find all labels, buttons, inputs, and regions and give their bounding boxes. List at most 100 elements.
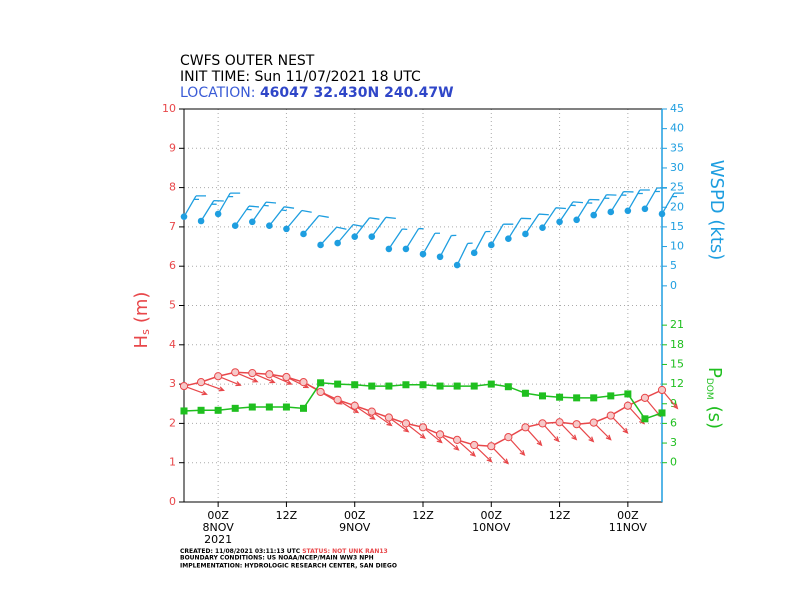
y-tick-label: 8 [169, 181, 176, 194]
period-marker [402, 381, 410, 389]
wave-height-marker [231, 368, 240, 377]
wind-barb [200, 200, 224, 222]
wind-dot [266, 222, 273, 230]
period-marker [197, 406, 205, 414]
wave-height-marker [333, 395, 342, 404]
y-tick-label: 0 [169, 495, 176, 508]
y-tick-label: 10 [162, 102, 176, 115]
period-marker [539, 392, 546, 400]
x-tick-date: 11NOV [609, 521, 648, 534]
chart-title: CWFS OUTER NEST [180, 53, 315, 69]
x-tick-year: 2021 [204, 533, 232, 546]
wave-height-marker [504, 433, 513, 442]
wave-height-marker [657, 385, 667, 395]
y3-tick-label: 0 [670, 279, 677, 292]
y-tick-label: 4 [169, 338, 176, 351]
x-tick-date: 9NOV [339, 521, 371, 534]
y2-axis-label: PDOM (s) [704, 367, 725, 429]
y-tick-label: 7 [169, 220, 176, 233]
footer-created: CREATED: 11/08/2021 03:11:13 UTC STATUS:… [180, 548, 388, 555]
y2-label-unit: (s) [704, 406, 725, 429]
wave-height-marker [265, 370, 274, 379]
wave-height-marker [196, 378, 206, 387]
wind-dot [231, 222, 239, 230]
wind-barb [576, 198, 600, 221]
wind-barb [610, 190, 634, 213]
x-tick-label: 00Z [207, 509, 229, 522]
y-tick-label: 1 [169, 456, 176, 469]
wind-barb [371, 216, 396, 238]
wave-height-marker [521, 423, 530, 432]
x-tick-date: 10NOV [472, 521, 511, 534]
wave-height-marker [384, 413, 393, 422]
wave-height-marker [470, 440, 479, 450]
period-marker [180, 407, 188, 415]
y2-tick-label: 12 [670, 377, 684, 390]
wind-barb [354, 217, 380, 238]
period-marker [658, 409, 666, 417]
wind-dot [351, 233, 359, 241]
period-marker [624, 390, 632, 398]
created: CREATED: 11/08/2021 03:11:13 UTC [180, 548, 301, 555]
wave-height-marker [555, 418, 564, 427]
period-marker [265, 403, 273, 411]
wave-height-marker [367, 407, 376, 416]
wave-height-marker [623, 401, 632, 410]
x-tick-label: 00Z [481, 509, 503, 522]
y3-tick-label: 45 [670, 102, 684, 115]
wave-height-marker [572, 420, 581, 429]
wind-dot [539, 224, 546, 231]
wind-barb [217, 192, 241, 215]
x-tick-label: 00Z [617, 509, 639, 522]
y3-tick-label: 30 [670, 161, 684, 174]
y3-tick-label: 15 [670, 220, 684, 233]
x-tick-label: 12Z [549, 509, 571, 522]
y2-tick-label: 21 [670, 318, 684, 331]
period-marker [556, 393, 564, 401]
y-label-sub: s [139, 329, 152, 335]
wind-barb [644, 187, 667, 210]
wind-barb [439, 234, 457, 258]
wind-barb [337, 223, 364, 244]
wind-dot [556, 218, 563, 226]
wind-dot [214, 210, 222, 218]
wave-height-marker [606, 411, 615, 420]
wind-dot [436, 253, 444, 261]
wind-dot [317, 241, 324, 249]
period-marker [385, 382, 393, 390]
wind-dot [385, 245, 393, 253]
wave-height-marker [299, 378, 308, 387]
wave-height-marker [418, 423, 428, 432]
period-marker [282, 403, 290, 411]
wind-barb [627, 189, 650, 212]
y2-tick-label: 0 [670, 456, 677, 469]
chart-subtitle: INIT TIME: Sun 11/07/2021 18 UTC [180, 69, 421, 85]
wind-dot [641, 205, 649, 213]
wind-dot [402, 245, 410, 253]
y2-tick-label: 15 [670, 357, 684, 370]
wind-barb [388, 228, 408, 250]
wind-dot [487, 241, 495, 249]
y-tick-label: 5 [169, 299, 176, 312]
period-marker [641, 415, 649, 423]
period-marker [470, 382, 478, 390]
wave-height-marker [214, 372, 223, 381]
period-marker [436, 382, 444, 390]
wave-height-marker [453, 435, 462, 445]
y2-label-sub: DOM [705, 378, 715, 400]
wind-barb [268, 206, 295, 227]
wave-height-marker [282, 372, 291, 382]
location-label: LOCATION: [180, 85, 255, 101]
wind-barb [405, 227, 424, 250]
period-marker [419, 381, 427, 389]
period-marker [573, 394, 581, 402]
y3-tick-label: 35 [670, 141, 684, 154]
wind-dot [573, 216, 580, 224]
wind-dot [607, 208, 615, 216]
y3-tick-label: 10 [670, 240, 684, 253]
wind-dot [334, 239, 341, 247]
x-tick-date: 8NOV [203, 521, 235, 534]
period-marker [453, 382, 461, 390]
period-marker [334, 380, 342, 388]
